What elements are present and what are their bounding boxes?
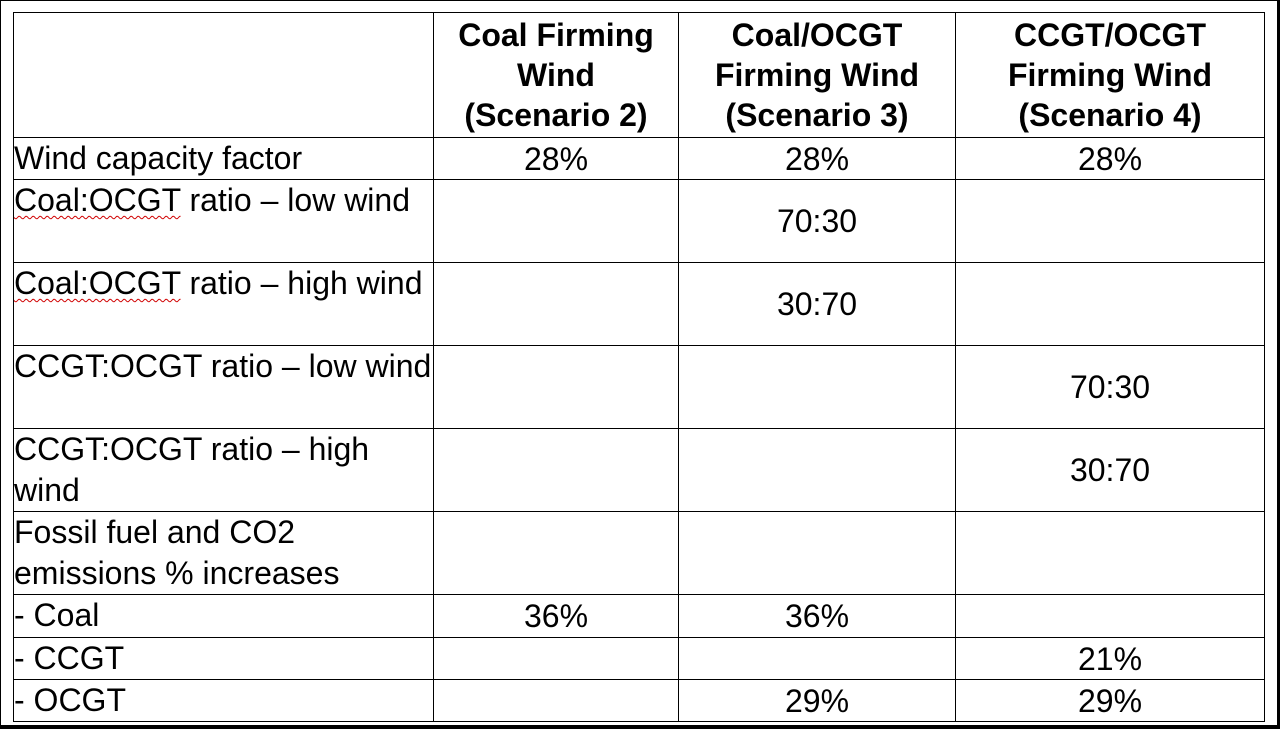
table-cell — [678, 428, 956, 512]
row-label-wind-capacity-factor: Wind capacity factor — [13, 137, 434, 180]
table-cell: 28% — [678, 137, 956, 180]
row-label-coal-ocgt-low-wind: Coal:OCGT ratio – low wind — [13, 179, 434, 263]
spellcheck-word: Coal:OCGT — [14, 182, 181, 218]
table-row: CCGT:OCGT ratio – low wind 70:30 — [13, 345, 1265, 429]
table-cell: 70:30 — [678, 179, 956, 263]
table-row: CCGT:OCGT ratio – high wind 30:70 — [13, 428, 1265, 512]
table-cell: 30:70 — [678, 262, 956, 346]
table-cell: 36% — [678, 594, 956, 638]
table-cell — [955, 262, 1265, 346]
table-cell — [433, 262, 679, 346]
table-row: Wind capacity factor 28% 28% 28% — [13, 137, 1265, 180]
table-cell — [433, 679, 679, 722]
table-cell: 36% — [433, 594, 679, 638]
table-row: Fossil fuel and CO2 emissions % increase… — [13, 511, 1265, 595]
table-cell — [678, 637, 956, 680]
table-cell — [433, 345, 679, 429]
row-label-ccgt-ocgt-high-wind: CCGT:OCGT ratio – high wind — [13, 428, 434, 512]
table-row: - OCGT 29% 29% — [13, 679, 1265, 722]
table-row: - Coal 36% 36% — [13, 594, 1265, 638]
table-cell — [433, 511, 679, 595]
table-cell — [433, 179, 679, 263]
table-cell: 70:30 — [955, 345, 1265, 429]
scenario-comparison-table: Coal Firming Wind (Scenario 2) Coal/OCGT… — [13, 12, 1265, 722]
row-label-ocgt: - OCGT — [13, 679, 434, 722]
table-cell: 28% — [955, 137, 1265, 180]
header-cell-blank — [13, 12, 434, 138]
table-cell — [955, 179, 1265, 263]
header-scenario-3: Coal/OCGT Firming Wind (Scenario 3) — [678, 12, 956, 138]
header-scenario-2: Coal Firming Wind (Scenario 2) — [433, 12, 679, 138]
table-cell — [955, 594, 1265, 638]
table-cell — [433, 428, 679, 512]
table-row: - CCGT 21% — [13, 637, 1265, 680]
table-cell: 29% — [678, 679, 956, 722]
table-cell — [678, 345, 956, 429]
table-cell — [678, 511, 956, 595]
header-row: Coal Firming Wind (Scenario 2) Coal/OCGT… — [13, 12, 1265, 138]
row-label-coal: - Coal — [13, 594, 434, 638]
row-label-ccgt: - CCGT — [13, 637, 434, 680]
row-label-coal-ocgt-high-wind: Coal:OCGT ratio – high wind — [13, 262, 434, 346]
table-cell: 29% — [955, 679, 1265, 722]
header-scenario-4: CCGT/OCGT Firming Wind (Scenario 4) — [955, 12, 1265, 138]
table-cell: 21% — [955, 637, 1265, 680]
table-cell: 28% — [433, 137, 679, 180]
table-row: Coal:OCGT ratio – low wind 70:30 — [13, 179, 1265, 263]
table-cell: 30:70 — [955, 428, 1265, 512]
table-cell — [955, 511, 1265, 595]
spellcheck-word: Coal:OCGT — [14, 265, 181, 301]
row-label-emissions-increases: Fossil fuel and CO2 emissions % increase… — [13, 511, 434, 595]
table-row: Coal:OCGT ratio – high wind 30:70 — [13, 262, 1265, 346]
row-label-ccgt-ocgt-low-wind: CCGT:OCGT ratio – low wind — [13, 345, 434, 429]
table-cell — [433, 637, 679, 680]
